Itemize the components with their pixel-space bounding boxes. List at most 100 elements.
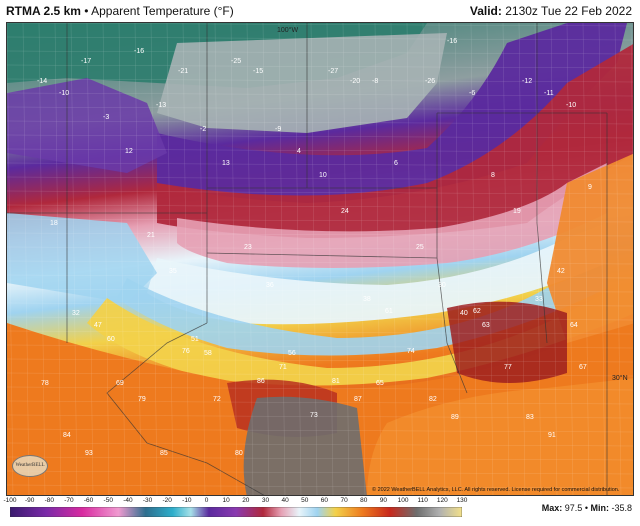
temperature-value-label: 62 [473, 308, 481, 315]
temperature-value-label: 84 [63, 432, 71, 439]
temperature-value-label: 73 [310, 412, 318, 419]
temperature-value-label: -11 [544, 90, 554, 97]
max-min-readout: Max: 97.5 • Min: -35.8 [542, 503, 632, 513]
temperature-value-label: 33 [535, 296, 543, 303]
southeast-warm-region [547, 153, 633, 343]
legend-tick: 70 [340, 497, 348, 504]
arctic-airmass-region [157, 33, 447, 133]
temperature-value-label: 35 [169, 268, 177, 275]
legend-tick: 100 [397, 497, 409, 504]
temperature-value-label: 42 [557, 268, 565, 275]
temperature-value-label: -15 [253, 68, 263, 75]
temperature-value-label: 91 [548, 432, 556, 439]
temperature-value-label: 64 [570, 322, 578, 329]
temperature-value-label: 51 [191, 336, 199, 343]
legend-tick: -40 [123, 497, 133, 504]
valid-time-value: 2130z Tue 22 Feb 2022 [505, 4, 632, 18]
legend-tick: 50 [301, 497, 309, 504]
temperature-value-label: 19 [513, 208, 521, 215]
temperature-value-label: 72 [213, 396, 221, 403]
temperature-value-label: 76 [182, 348, 190, 355]
legend-tick: -80 [44, 497, 54, 504]
temperature-value-label: 61 [385, 308, 393, 315]
temperature-value-label: 81 [332, 378, 340, 385]
temperature-value-label: -9 [275, 126, 281, 133]
temperature-value-label: -10 [566, 102, 576, 109]
legend-tick: -70 [64, 497, 74, 504]
temperature-value-label: 78 [41, 380, 49, 387]
legend-tick: 0 [204, 497, 209, 504]
temperature-value-label: 69 [116, 380, 124, 387]
temperature-value-label: -25 [231, 58, 241, 65]
temperature-value-label: 74 [407, 348, 415, 355]
temperature-value-label: -13 [156, 102, 166, 109]
min-value: -35.8 [611, 503, 632, 513]
legend-tick: 40 [281, 497, 289, 504]
map-canvas: 100°W 30°N -14-16-25-27-26 -12-10-13-15-2… [7, 23, 633, 495]
pink-zone [177, 163, 607, 268]
legend-tick: 10 [222, 497, 230, 504]
temperature-value-label: 10 [319, 172, 327, 179]
legend-tick: 30 [261, 497, 270, 504]
legend-tick: 80 [360, 497, 368, 504]
temperature-map: 100°W 30°N -14 -16 -25 -27 -26 -12 -10 -13 -15 -2… [6, 22, 634, 496]
temperature-value-label: 9 [588, 184, 592, 191]
temperature-value-label: -16 [447, 38, 457, 45]
temperature-value-label: -21 [178, 68, 188, 75]
temperature-value-label: -16 [134, 48, 144, 55]
temperature-value-label: -6 [469, 90, 475, 97]
legend-tick: -100 [3, 497, 17, 504]
temperature-value-label: -26 [425, 78, 435, 85]
temperature-value-label: -10 [59, 90, 69, 97]
temperature-value-label: 89 [451, 414, 459, 421]
separator: • [582, 503, 591, 513]
temperature-value-label: -3 [103, 114, 109, 121]
temperature-value-label: 87 [354, 396, 362, 403]
temperature-value-label: 23 [244, 244, 252, 251]
temperature-value-label: 80 [235, 450, 243, 457]
temperature-value-label: 63 [482, 322, 490, 329]
temperature-value-label: 47 [94, 322, 102, 329]
mountain-cold-region [7, 78, 167, 173]
temperature-value-label: 67 [579, 364, 587, 371]
max-label: Max: [541, 503, 563, 513]
legend-tick: -30 [142, 497, 153, 504]
min-label: Min: [590, 503, 609, 513]
temperature-value-label: -17 [81, 58, 91, 65]
temperature-value-label: 4 [297, 148, 301, 155]
temperature-value-label: 38 [363, 296, 371, 303]
county-grid [7, 23, 633, 495]
temperature-value-label: -2 [200, 126, 206, 133]
color-legend: -100 -90 -80 -70 -60 -50 -40 -30 -20 -10 0 10 20 30 40… [3, 497, 467, 526]
longitude-label: 100°W [277, 26, 298, 34]
latitude-label: 30°N [612, 374, 628, 382]
temperature-value-label: 83 [526, 414, 534, 421]
temperature-value-label: 6 [394, 160, 398, 167]
model-name: RTMA 2.5 km [6, 4, 81, 18]
temperature-value-label: 71 [279, 364, 287, 371]
temperature-value-label: 58 [204, 350, 212, 357]
legend-tick: -60 [83, 497, 94, 504]
weatherbell-logo: WeatherBELL [12, 455, 48, 477]
red-transition-band [157, 44, 633, 238]
temperature-value-label: 18 [50, 220, 58, 227]
temperature-value-label: 21 [147, 232, 155, 239]
legend-tick: 90 [379, 497, 388, 504]
legend-tick: -50 [103, 497, 113, 504]
temperature-value-label: -8 [372, 78, 378, 85]
temperature-value-label: -12 [522, 78, 532, 85]
west-light-blue-region [7, 213, 157, 303]
legend-ticks: -100 -90 -80 -70 -60 -50 -40 -30 -20 -10 0 10 20 30 40… [3, 497, 467, 507]
header-bar: RTMA 2.5 km • Apparent Temperature (°F) … [0, 0, 640, 22]
valid-label: Valid: [469, 4, 502, 18]
state-borders [7, 23, 608, 495]
legend-colorbar [10, 507, 462, 517]
temperature-value-label: -14 [37, 78, 47, 85]
temperature-value-label: -20 [350, 78, 360, 85]
legend-tick: 20 [242, 497, 250, 504]
hot-pocket-east [447, 301, 567, 383]
temperature-value-label: 40 [460, 310, 468, 317]
temperature-value-label: 60 [107, 336, 115, 343]
logo-text: WeatherBELL [15, 463, 45, 468]
map-title: RTMA 2.5 km • Apparent Temperature (°F) [6, 4, 234, 18]
